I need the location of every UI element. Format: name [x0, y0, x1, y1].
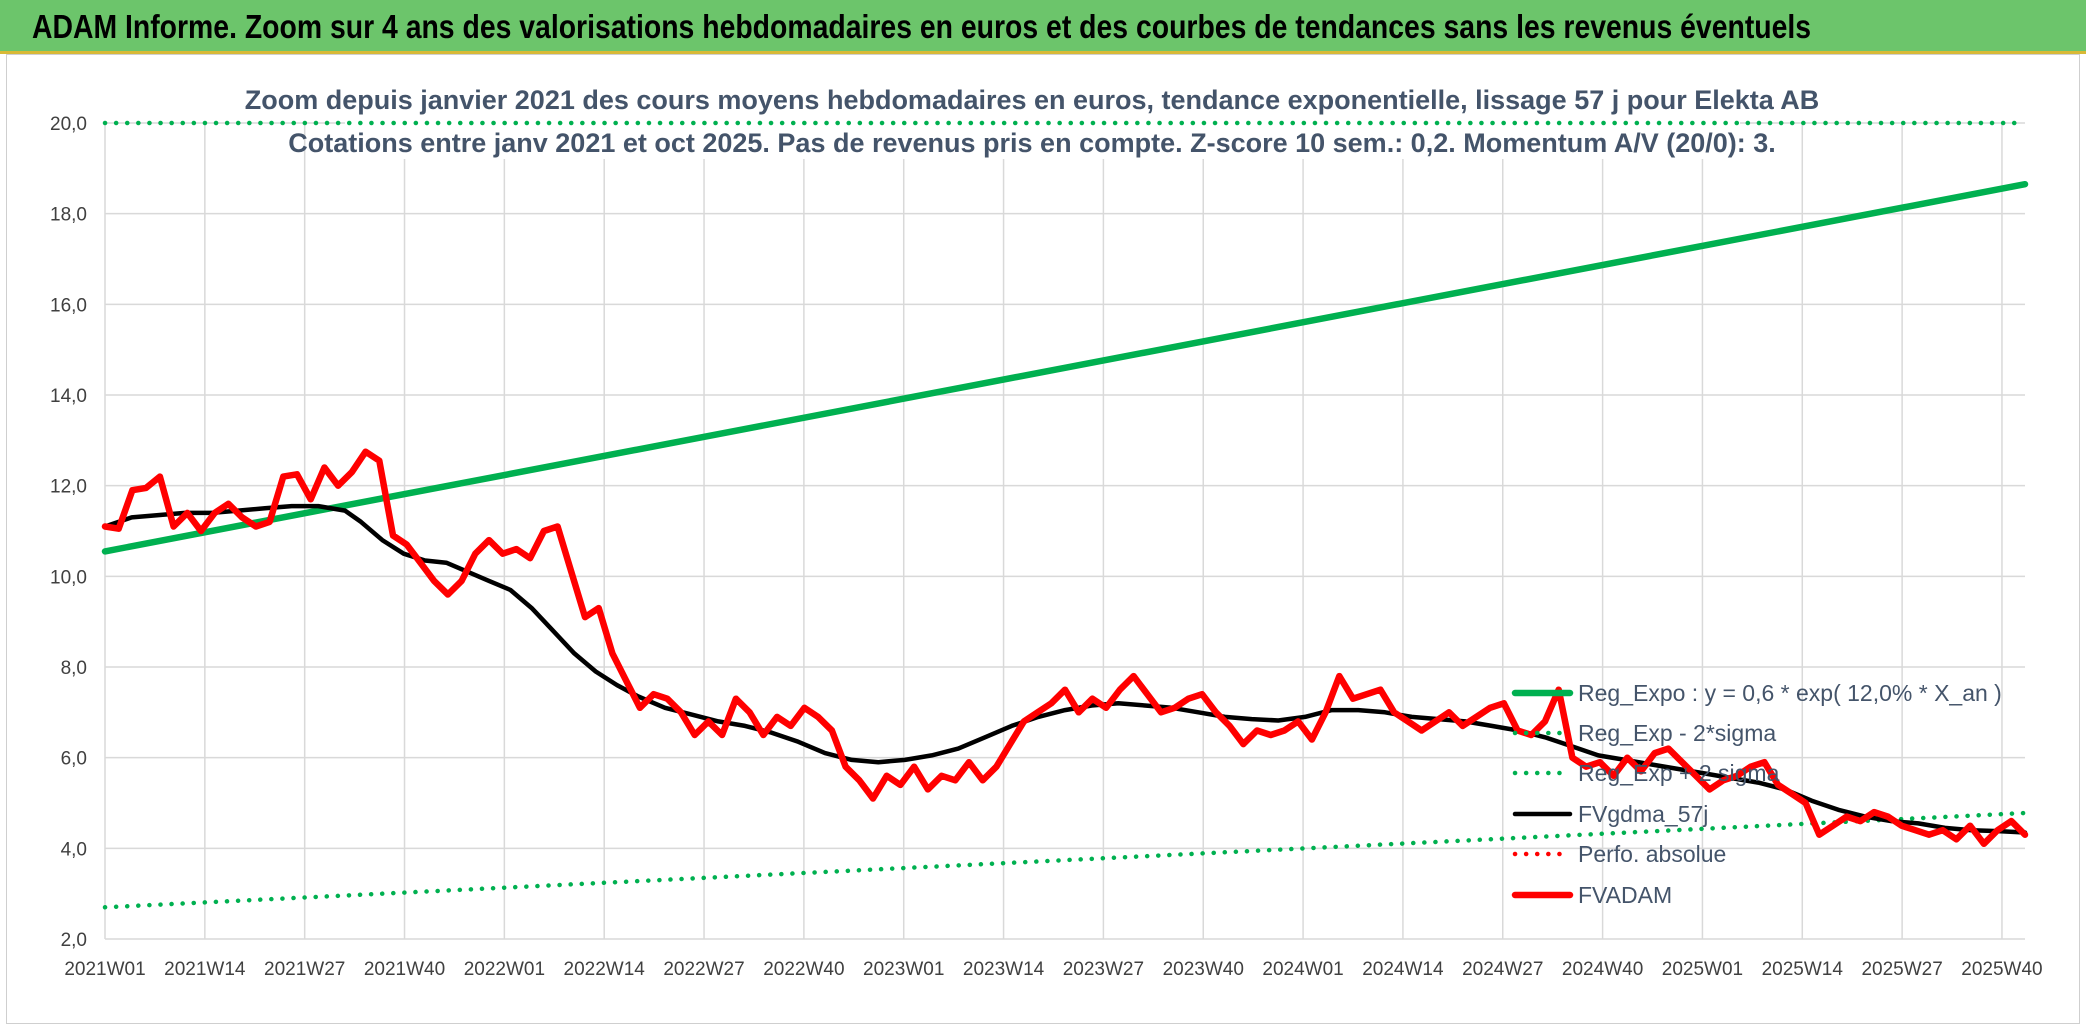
y-tick-label: 16,0 — [50, 295, 87, 316]
report-title: ADAM Informe. Zoom sur 4 ans des valoris… — [32, 8, 1812, 45]
legend-label: FVADAM — [1578, 882, 1672, 908]
chart-title: Zoom depuis janvier 2021 des cours moyen… — [245, 85, 1820, 115]
y-axis-ticks: 2,0 4,0 6,0 8,0 10,0 12,0 14,0 16,0 18,0 20,0 — [50, 114, 87, 951]
x-tick-label: 2023W14 — [963, 959, 1045, 980]
fvadam-price-line — [101, 448, 2029, 848]
x-tick-label: 2022W14 — [564, 959, 646, 980]
x-tick-label: 2021W14 — [164, 959, 246, 980]
legend-label: Reg_Expo : y = 0,6 * exp( 12,0% * X_an ) — [1578, 680, 2002, 706]
y-tick-label: 4,0 — [61, 839, 87, 860]
trend-line — [101, 180, 2029, 555]
x-tick-label: 2025W40 — [1961, 959, 2042, 980]
x-tick-label: 2022W40 — [763, 959, 844, 980]
y-tick-label: 8,0 — [61, 658, 87, 679]
chart-subtitle: Cotations entre janv 2021 et oct 2025. P… — [288, 128, 1776, 158]
x-tick-label: 2024W40 — [1562, 959, 1643, 980]
x-tick-label: 2023W27 — [1063, 959, 1144, 980]
y-tick-label: 14,0 — [50, 386, 87, 407]
x-tick-label: 2025W27 — [1861, 959, 1942, 980]
x-tick-label: 2025W01 — [1662, 959, 1743, 980]
chart-legend: Reg_Expo : y = 0,6 * exp( 12,0% * X_an )… — [1511, 680, 2002, 908]
report-banner: ADAM Informe. Zoom sur 4 ans des valoris… — [0, 0, 2086, 54]
trend-minus-2sigma-line — [102, 810, 2028, 910]
x-tick-label: 2024W27 — [1462, 959, 1543, 980]
x-tick-label: 2021W01 — [64, 959, 145, 980]
chart-series — [101, 120, 2029, 910]
y-tick-label: 10,0 — [50, 567, 87, 588]
chart-title-box — [345, 77, 1740, 159]
chart-frame — [6, 54, 2080, 1024]
x-tick-label: 2023W40 — [1163, 959, 1244, 980]
y-tick-label: 12,0 — [50, 477, 87, 498]
legend-label: Perfo. absolue — [1578, 841, 1726, 867]
x-tick-label: 2023W01 — [863, 959, 944, 980]
x-tick-label: 2022W27 — [663, 959, 744, 980]
x-tick-label: 2024W01 — [1262, 959, 1343, 980]
legend-label: FVgdma_57j — [1578, 801, 1708, 827]
x-tick-label: 2021W27 — [264, 959, 345, 980]
legend-label: Reg_Exp - 2*sigma — [1578, 720, 1776, 746]
y-tick-label: 20,0 — [50, 114, 87, 135]
legend-label: Reg_Exp + 2 sigma — [1578, 760, 1780, 786]
y-tick-label: 2,0 — [61, 930, 87, 951]
x-tick-label: 2024W14 — [1362, 959, 1444, 980]
x-tick-label: 2021W40 — [364, 959, 445, 980]
x-tick-label: 2022W01 — [464, 959, 545, 980]
y-tick-label: 18,0 — [50, 205, 87, 226]
x-tick-label: 2025W14 — [1762, 959, 1844, 980]
y-tick-label: 6,0 — [61, 749, 87, 770]
x-axis-ticks: 2021W01 2021W14 2021W27 2021W40 2022W01 2022W… — [64, 959, 2042, 980]
